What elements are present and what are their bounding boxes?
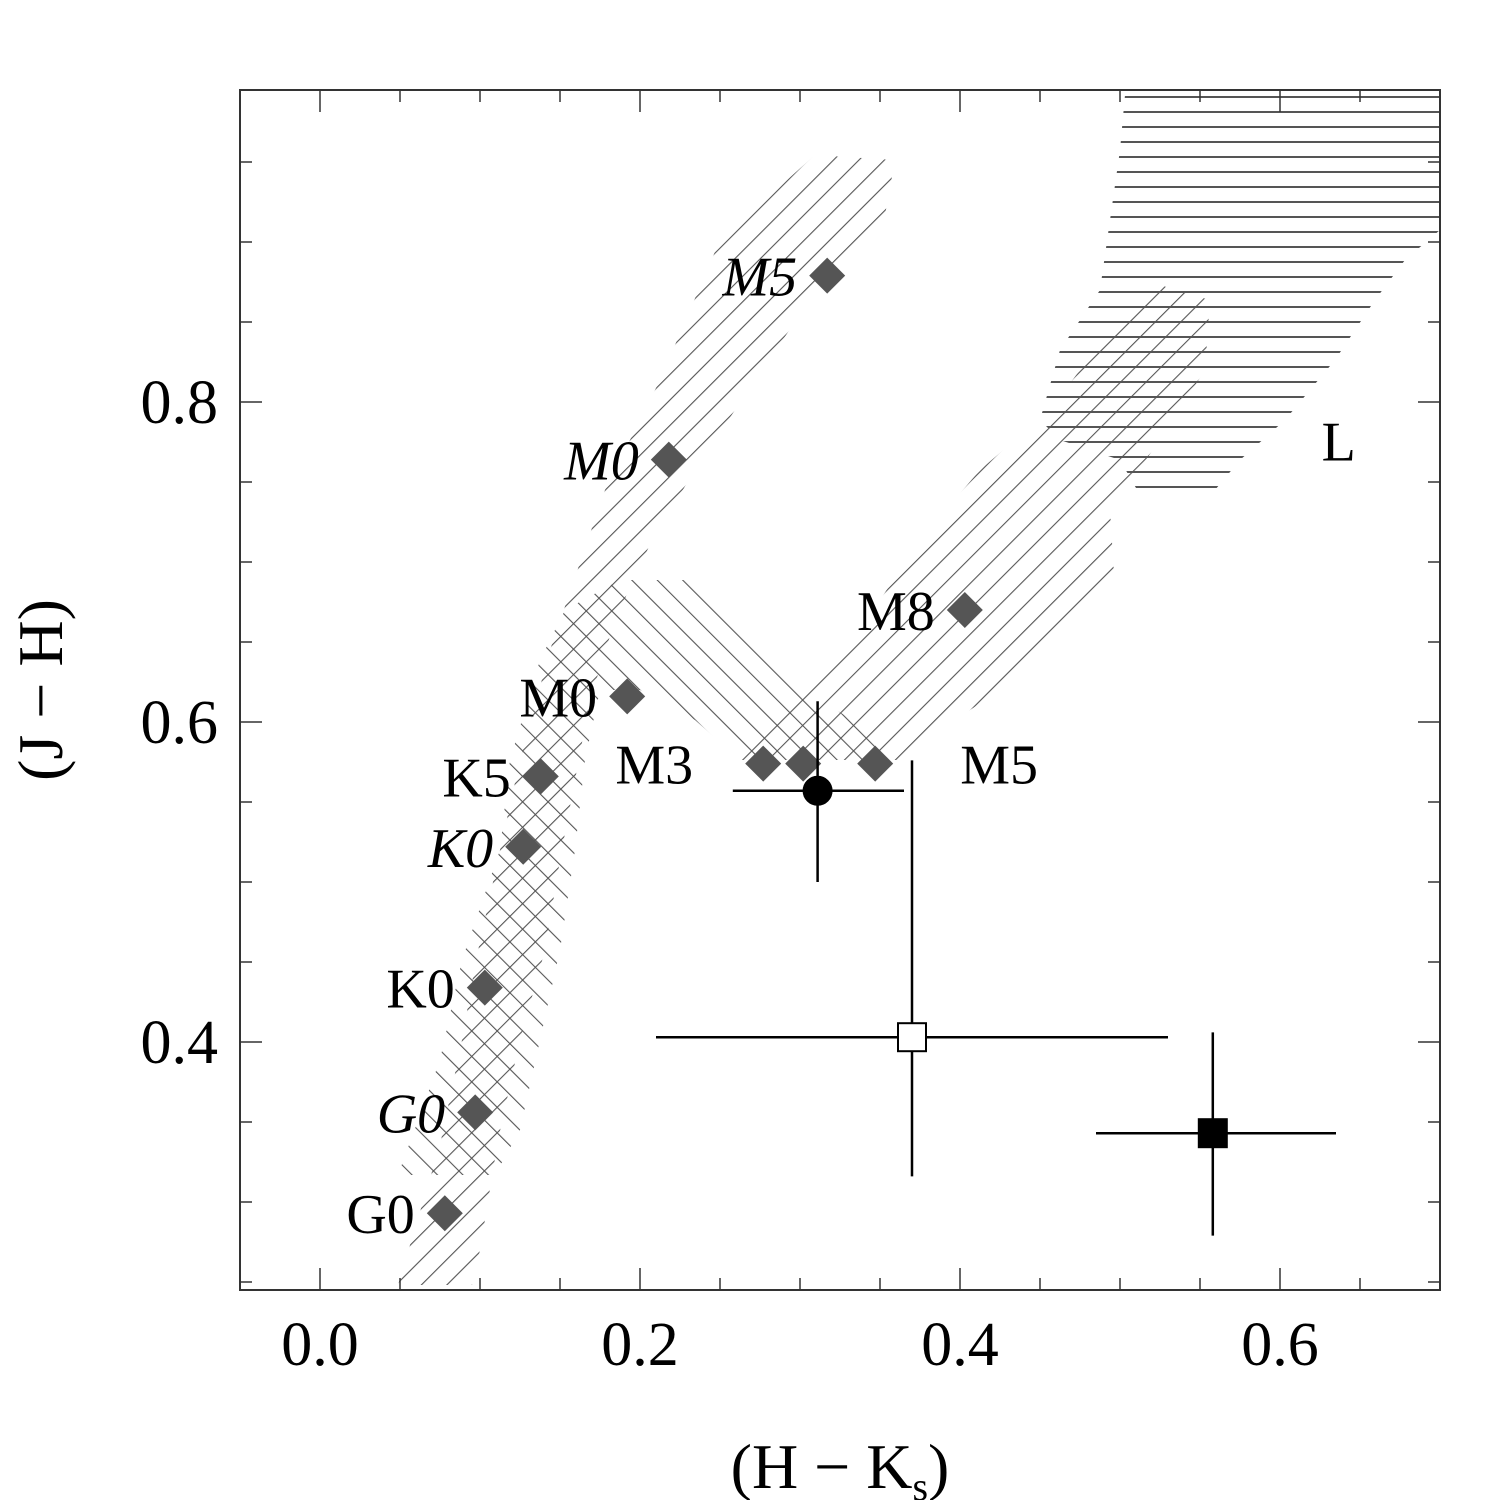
y-tick-label: 0.4 bbox=[141, 1009, 219, 1077]
x-tick-label: 0.2 bbox=[601, 1311, 679, 1379]
sequence-diamond bbox=[466, 969, 503, 1006]
x-tick-label: 0.0 bbox=[281, 1311, 359, 1379]
axis-tick-labels: 0.0 0.2 0.4 0.6 0.4 0.6 0.8 bbox=[141, 369, 1319, 1379]
observed-points bbox=[656, 701, 1336, 1236]
observed-point-filled-circle bbox=[732, 701, 904, 882]
y-tick-label: 0.6 bbox=[141, 689, 219, 757]
sequence-diamond bbox=[650, 441, 687, 478]
x-tick-label: 0.4 bbox=[921, 1311, 999, 1379]
spectral-type-label: M3 bbox=[615, 735, 693, 797]
spectral-type-label: G0 bbox=[346, 1184, 414, 1246]
x-axis-title-subscript: s bbox=[912, 1464, 928, 1500]
spectral-type-label: K0 bbox=[427, 818, 493, 880]
x-axis-title-end: ) bbox=[928, 1431, 949, 1500]
sequence-bands bbox=[398, 95, 1440, 1285]
sequence-diamond bbox=[426, 1195, 463, 1232]
x-tick-label: 0.6 bbox=[1241, 1311, 1319, 1379]
y-tick-label: 0.8 bbox=[141, 369, 219, 437]
spectral-type-label: M5 bbox=[960, 735, 1038, 797]
square-marker bbox=[897, 1022, 927, 1053]
sequence-diamond bbox=[809, 257, 846, 294]
axis-ticks bbox=[240, 90, 1440, 1290]
spectral-type-label: M0 bbox=[519, 667, 597, 729]
x-axis-title: (H − Ks) bbox=[731, 1431, 950, 1500]
sequence-diamond bbox=[609, 678, 646, 715]
sequence-markers bbox=[426, 257, 983, 1232]
spectral-type-label: M0 bbox=[563, 431, 639, 493]
region-label: L bbox=[1322, 411, 1356, 473]
sequence-diamond bbox=[785, 745, 822, 782]
y-axis-title: (J − H) bbox=[5, 599, 76, 781]
square-marker bbox=[1197, 1118, 1228, 1149]
observed-point-filled-square bbox=[1096, 1032, 1336, 1236]
sequence-diamond bbox=[522, 758, 559, 795]
sequence-diamond bbox=[857, 745, 894, 782]
spectral-type-label: K5 bbox=[442, 747, 510, 809]
sequence-diamond bbox=[457, 1094, 494, 1131]
spectral-type-label: K0 bbox=[386, 959, 454, 1021]
observed-point-open-square bbox=[656, 760, 1168, 1177]
spectral-type-label: G0 bbox=[377, 1083, 445, 1145]
sequence-diamond bbox=[505, 828, 542, 865]
spectral-type-label: M5 bbox=[722, 247, 798, 309]
circle-marker bbox=[802, 775, 833, 806]
plot-frame bbox=[239, 89, 1441, 1291]
sequence-diamond bbox=[745, 745, 782, 782]
l-dwarf-band bbox=[1040, 95, 1440, 495]
sequence-diamond bbox=[946, 592, 983, 628]
spectral-type-label: M8 bbox=[857, 581, 935, 643]
